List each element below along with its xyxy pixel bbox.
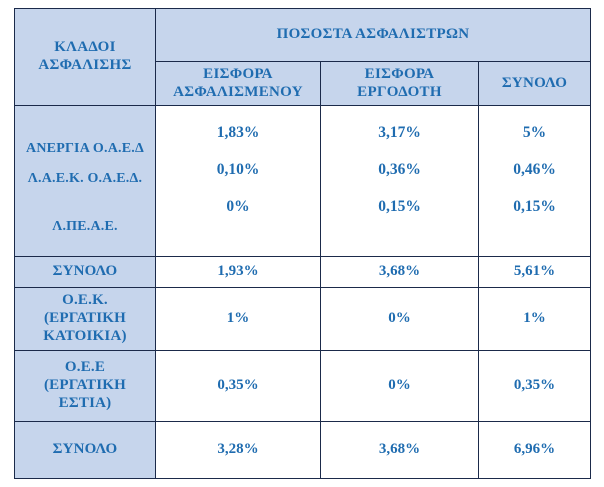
total-value-laek-oaed: 0,46% [513, 161, 556, 178]
employer-value-laek-oaed: 0,36% [378, 161, 421, 178]
total-values-group: 5% 0,46% 0,15% [477, 105, 592, 257]
table-row-unemployment-block: ΑΝΕΡΓΙΑ Ο.Α.Ε.Δ Λ.Α.Ε.Κ. Ο.Α.Ε.Δ. Λ.ΠΕ.Α… [14, 105, 592, 257]
header-total: ΣΥΝΟΛΟ [477, 61, 592, 106]
subtotal-insured: 1,93% [155, 256, 321, 288]
total-value-anergia-oaed: 5% [522, 124, 547, 141]
oee-total: 0,35% [477, 350, 592, 422]
insurance-contributions-table: ΚΛΑΔΟΙ ΑΣΦΑΛΙΣΗΣ ΠΟΣΟΣΤΑ ΑΣΦΑΛΙΣΤΡΩΝ ΕΙΣ… [14, 8, 592, 479]
table-row-grand-total: ΣΥΝΟΛΟ 3,28% 3,68% 6,96% [14, 421, 592, 479]
employer-value-anergia-oaed: 3,17% [378, 124, 421, 141]
insured-value-anergia-oaed: 1,83% [216, 124, 260, 141]
row-label-oee-line3: ΕΣΤΙΑ) [58, 394, 112, 411]
insured-value-laek-oaed: 0,10% [216, 161, 260, 178]
row-label-oek: Ο.Ε.Κ. (ΕΡΓΑΤΙΚΗ ΚΑΤΟΙΚΙΑ) [14, 287, 156, 351]
employer-value-lpeae: 0,15% [378, 198, 421, 215]
branch-label-lpeae: Λ.ΠΕ.Α.Ε. [52, 219, 118, 234]
header-contribution-rates: ΠΟΣΟΣΤΑ ΑΣΦΑΛΙΣΤΡΩΝ [154, 8, 592, 62]
row-label-subtotal: ΣΥΝΟΛΟ [14, 256, 156, 288]
oee-employer: 0% [320, 350, 479, 422]
row-label-oee: Ο.Ε.Ε (ΕΡΓΑΤΙΚΗ ΕΣΤΙΑ) [14, 350, 156, 422]
grand-total-total: 6,96% [477, 421, 592, 479]
subtotal-total: 5,61% [477, 256, 592, 288]
table-row-subtotal: ΣΥΝΟΛΟ 1,93% 3,68% 5,61% [14, 256, 592, 288]
insured-value-lpeae: 0% [226, 198, 250, 215]
table-row-oee: Ο.Ε.Ε (ΕΡΓΑΤΙΚΗ ΕΣΤΙΑ) 0,35% 0% 0,35% [14, 350, 592, 422]
branch-label-laek-oaed: Λ.Α.Ε.Κ. Ο.Α.Ε.Δ. [27, 171, 143, 186]
row-label-oee-line1: Ο.Ε.Ε [64, 359, 106, 376]
branch-label-anergia-oaed: ΑΝΕΡΓΙΑ Ο.Α.Ε.Δ [26, 141, 144, 156]
table-row-oek: Ο.Ε.Κ. (ΕΡΓΑΤΙΚΗ ΚΑΤΟΙΚΙΑ) 1% 0% 1% [14, 287, 592, 351]
table-header-row-sub: ΕΙΣΦΟΡΑ ΑΣΦΑΛΙΣΜΕΝΟΥ ΕΙΣΦΟΡΑ ΕΡΓΟΔΟΤΗ ΣΥ… [15, 61, 592, 106]
row-label-oek-line1: Ο.Ε.Κ. [62, 292, 108, 309]
grand-total-insured: 3,28% [155, 421, 321, 479]
row-label-oek-line2: (ΕΡΓΑΤΙΚΗ [43, 310, 127, 327]
oek-insured: 1% [155, 287, 321, 351]
row-label-oek-line3: ΚΑΤΟΙΚΙΑ) [43, 327, 127, 344]
oee-insured: 0,35% [155, 350, 321, 422]
oek-total: 1% [477, 287, 592, 351]
oek-employer: 0% [320, 287, 479, 351]
grand-total-employer: 3,68% [320, 421, 479, 479]
row-label-oee-line2: (ΕΡΓΑΤΙΚΗ [43, 377, 127, 394]
row-label-grand-total: ΣΥΝΟΛΟ [14, 421, 156, 479]
header-branch-of-insurance: ΚΛΑΔΟΙ ΑΣΦΑΛΙΣΗΣ [14, 8, 156, 106]
table-header-row-top: ΚΛΑΔΟΙ ΑΣΦΑΛΙΣΗΣ ΠΟΣΟΣΤΑ ΑΣΦΑΛΙΣΤΡΩΝ [14, 8, 592, 106]
header-insured-contribution: ΕΙΣΦΟΡΑ ΑΣΦΑΛΙΣΜΕΝΟΥ [155, 61, 321, 106]
total-value-lpeae: 0,15% [513, 198, 556, 215]
insured-values-group: 1,83% 0,10% 0% [155, 105, 321, 257]
header-employer-contribution: ΕΙΣΦΟΡΑ ΕΡΓΟΔΟΤΗ [320, 61, 479, 106]
employer-values-group: 3,17% 0,36% 0,15% [320, 105, 479, 257]
subtotal-employer: 3,68% [320, 256, 479, 288]
branch-names-group: ΑΝΕΡΓΙΑ Ο.Α.Ε.Δ Λ.Α.Ε.Κ. Ο.Α.Ε.Δ. Λ.ΠΕ.Α… [14, 105, 156, 257]
